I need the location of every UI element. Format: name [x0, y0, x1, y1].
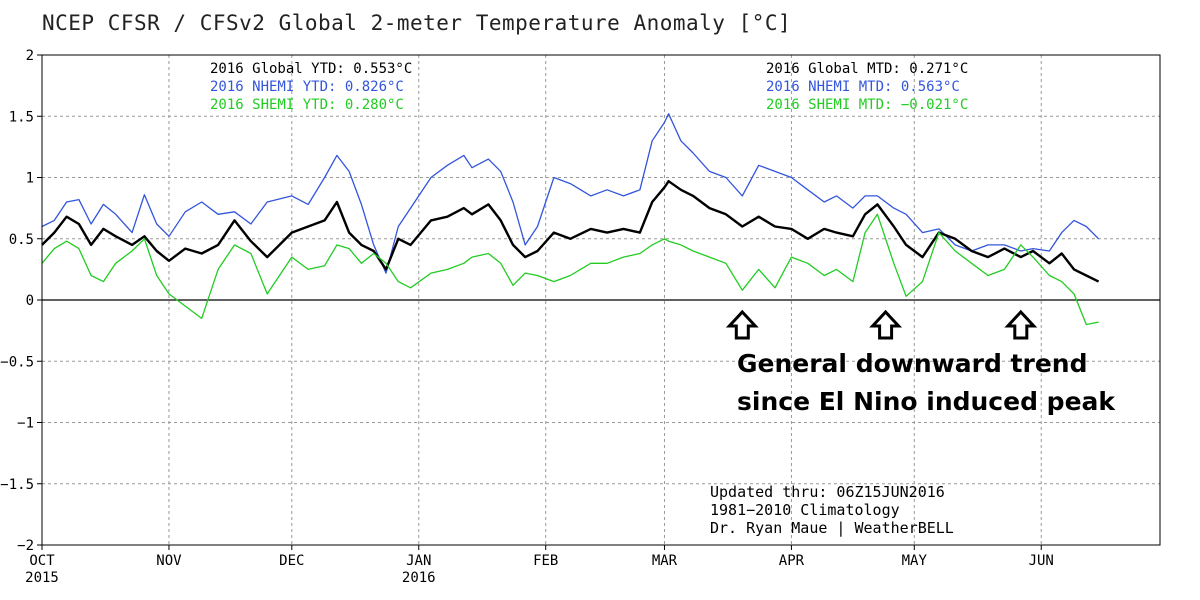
- series-global-line: [41, 180, 1100, 283]
- x-tick-label: MAR: [652, 553, 678, 569]
- stat-shemi-mtd: 2016 SHEMI MTD: −0.021°C: [766, 97, 968, 113]
- stat-nhemi-mtd: 2016 NHEMI MTD: 0.563°C: [766, 79, 960, 95]
- annotation-line-1: General downward trend: [737, 349, 1088, 378]
- y-tick-label: 0.5: [9, 232, 34, 248]
- x-tick-label: JAN: [406, 553, 431, 569]
- y-tick-label: 2: [26, 48, 34, 64]
- x-tick-label: DEC: [279, 553, 304, 569]
- mtd-stats: 2016 Global MTD: 0.271°C 2016 NHEMI MTD:…: [766, 61, 968, 113]
- grid-lines: [42, 55, 1160, 545]
- up-arrow-icon: [869, 309, 903, 340]
- annotation-line-2: since El Nino induced peak: [737, 387, 1116, 416]
- credit-climatology: 1981−2010 Climatology: [710, 501, 900, 519]
- credit-updated: Updated thru: 06Z15JUN2016: [710, 483, 945, 501]
- series-shemi-line: [41, 213, 1099, 326]
- chart-title: NCEP CFSR / CFSv2 Global 2-meter Tempera…: [42, 11, 791, 35]
- trend-arrows: [725, 309, 1038, 340]
- stat-global-mtd: 2016 Global MTD: 0.271°C: [766, 61, 968, 77]
- up-arrow-icon: [725, 309, 759, 340]
- credits: Updated thru: 06Z15JUN2016 1981−2010 Cli…: [710, 483, 954, 537]
- y-tick-label: 1: [26, 171, 34, 187]
- x-tick-label: MAY: [902, 553, 928, 569]
- y-tick-label: −1: [17, 416, 34, 432]
- stat-shemi-ytd: 2016 SHEMI YTD: 0.280°C: [210, 97, 404, 113]
- credit-author: Dr. Ryan Maue | WeatherBELL: [710, 519, 954, 537]
- y-tick-label: −2: [17, 538, 34, 554]
- x-tick-label: JUN: [1029, 553, 1054, 569]
- series-layer: [41, 113, 1100, 326]
- y-tick-label: 0: [26, 293, 34, 309]
- stat-nhemi-ytd: 2016 NHEMI YTD: 0.826°C: [210, 79, 404, 95]
- x-tick-label: APR: [779, 553, 805, 569]
- x-tick-label: OCT: [29, 553, 55, 569]
- x-tick-year: 2015: [25, 570, 59, 586]
- ytd-stats: 2016 Global YTD: 0.553°C 2016 NHEMI YTD:…: [210, 61, 412, 113]
- y-tick-label: −1.5: [0, 477, 34, 493]
- x-tick-year: 2016: [402, 570, 436, 586]
- y-axis: 2 1.5 1 0.5 0 −0.5 −1 −1.5 −2: [0, 48, 42, 554]
- y-tick-label: 1.5: [9, 109, 34, 125]
- y-tick-label: −0.5: [0, 354, 34, 370]
- up-arrow-icon: [1004, 309, 1038, 340]
- x-tick-label: NOV: [156, 553, 182, 569]
- series-nhemi-line: [41, 113, 1100, 274]
- x-tick-label: FEB: [533, 553, 558, 569]
- stat-global-ytd: 2016 Global YTD: 0.553°C: [210, 61, 412, 77]
